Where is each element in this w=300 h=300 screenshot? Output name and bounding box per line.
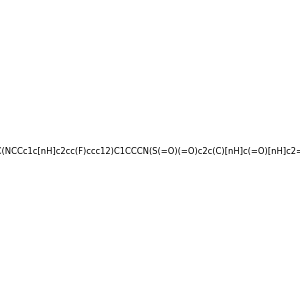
Text: O=C(NCCc1c[nH]c2cc(F)ccc12)C1CCCN(S(=O)(=O)c2c(C)[nH]c(=O)[nH]c2=O)C1: O=C(NCCc1c[nH]c2cc(F)ccc12)C1CCCN(S(=O)(… [0,147,300,156]
